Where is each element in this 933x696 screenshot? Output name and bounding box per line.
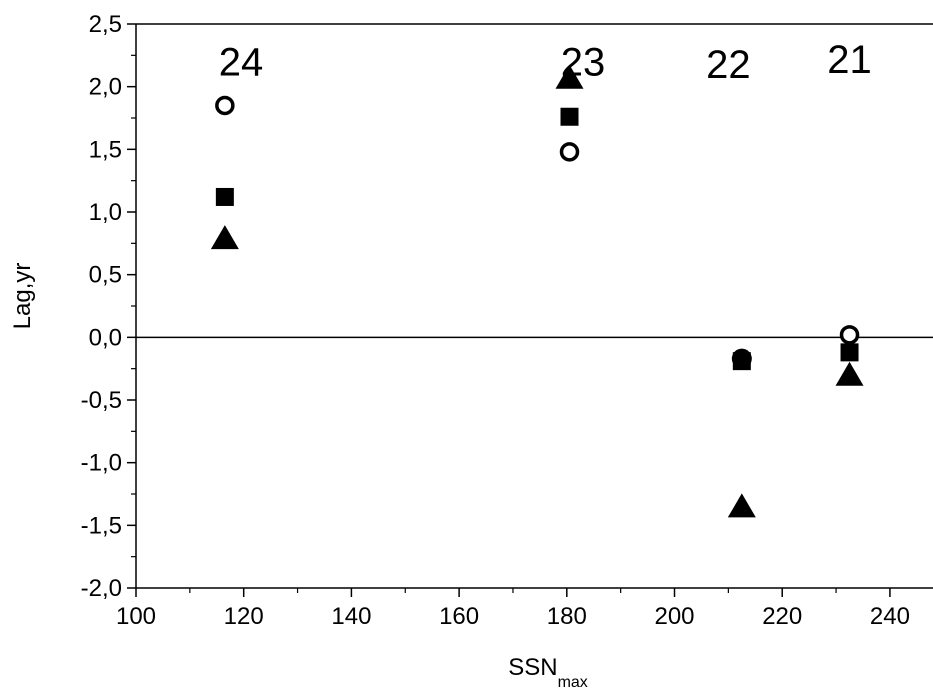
x-tick-label: 140 <box>331 603 371 630</box>
x-axis-title-main: SSN <box>508 654 557 681</box>
triangle-point <box>727 493 756 518</box>
triangle-point <box>555 64 584 89</box>
y-tick-label: -0,5 <box>81 387 122 414</box>
square-point <box>840 343 859 362</box>
x-tick-label: 220 <box>762 603 802 630</box>
x-tick-label: 180 <box>547 603 587 630</box>
x-axis-title-subscript: max <box>558 674 588 691</box>
y-tick-label: -2,0 <box>81 575 122 602</box>
plot-frame <box>135 23 933 589</box>
y-tick-label: 2,5 <box>89 11 122 38</box>
y-tick-label: 0,0 <box>89 324 122 351</box>
cycle-annotations: 24 23 22 21 <box>219 38 872 87</box>
open-circle-point <box>839 325 860 345</box>
square-point <box>215 187 234 206</box>
square-point <box>560 107 579 126</box>
open-circle-point <box>215 95 235 116</box>
x-tick-label: 100 <box>116 603 156 630</box>
filled-circle-point <box>731 348 752 369</box>
x-axis-title: SSNmax <box>508 654 588 691</box>
cycle-number-label: 23 <box>561 41 606 85</box>
triangle-point <box>210 225 239 250</box>
y-tick-label: 1,0 <box>89 199 122 226</box>
y-tick-label: 1,5 <box>89 136 122 163</box>
x-tick-label: 160 <box>439 603 479 630</box>
cycle-number-label: 21 <box>827 38 872 82</box>
tick-labels: 100 120 140 160 180 200 220 240 -2,0 -1,5 -1,0 -0,5… <box>81 11 910 630</box>
cycle-number-label: 24 <box>219 41 264 85</box>
x-tick-label: 240 <box>870 603 910 630</box>
data-markers <box>210 64 864 518</box>
y-axis-title: Lag,yr <box>9 263 36 330</box>
y-tick-label: 0,5 <box>89 262 122 289</box>
y-tick-label: -1,5 <box>81 512 122 539</box>
x-tick-label: 120 <box>224 603 264 630</box>
cycle-number-label: 22 <box>706 43 751 87</box>
axis-ticks <box>127 23 891 597</box>
y-tick-label: 2,0 <box>89 74 122 101</box>
x-tick-label: 200 <box>654 603 694 630</box>
open-circle-point <box>559 142 580 162</box>
y-tick-label: -1,0 <box>81 450 122 477</box>
triangle-point <box>835 361 864 386</box>
